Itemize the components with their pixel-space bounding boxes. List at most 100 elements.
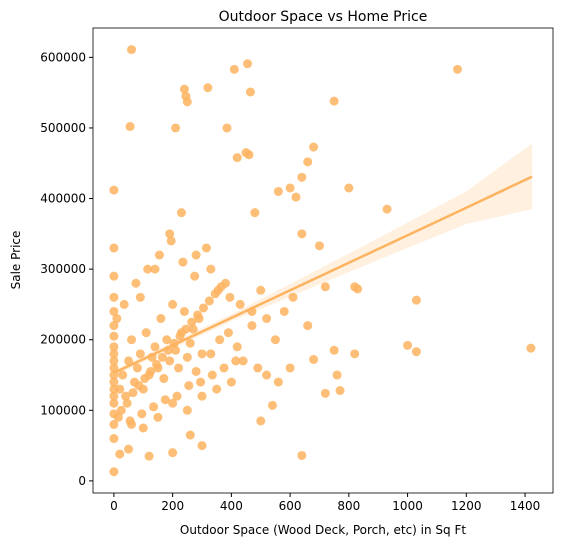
point xyxy=(121,391,131,401)
point xyxy=(297,229,307,239)
point xyxy=(197,349,207,359)
point xyxy=(285,363,295,373)
point xyxy=(179,306,189,316)
x-tick-label: 0 xyxy=(110,499,118,513)
point xyxy=(124,356,134,366)
point xyxy=(182,405,192,415)
point xyxy=(134,381,144,391)
point xyxy=(291,192,301,202)
point xyxy=(188,324,198,334)
point xyxy=(256,416,266,426)
point xyxy=(247,321,257,331)
point xyxy=(159,374,169,384)
regression-line xyxy=(113,175,533,375)
point xyxy=(166,236,176,246)
point xyxy=(182,97,192,107)
point xyxy=(146,366,156,376)
point xyxy=(140,374,150,384)
point xyxy=(344,183,354,193)
point xyxy=(176,208,186,218)
point xyxy=(116,405,126,415)
point xyxy=(212,384,222,394)
point xyxy=(250,208,260,218)
point xyxy=(156,314,166,324)
point xyxy=(452,64,462,74)
point xyxy=(150,264,160,274)
point xyxy=(143,264,153,274)
point xyxy=(201,243,211,253)
point xyxy=(253,363,263,373)
point xyxy=(335,386,345,396)
point xyxy=(127,45,137,55)
point xyxy=(262,370,272,380)
point xyxy=(115,449,125,459)
point xyxy=(154,250,164,260)
point xyxy=(353,284,363,294)
point xyxy=(285,183,295,193)
point xyxy=(411,347,421,357)
point xyxy=(231,356,241,366)
point xyxy=(160,395,170,405)
point xyxy=(178,257,188,267)
point xyxy=(329,96,339,106)
point xyxy=(206,264,216,274)
point xyxy=(411,295,421,305)
point xyxy=(182,352,192,362)
x-tick-label: 1000 xyxy=(392,499,423,513)
y-tick-label: 600000 xyxy=(40,50,86,64)
point xyxy=(135,349,145,359)
point xyxy=(235,299,245,309)
point xyxy=(190,271,200,281)
point xyxy=(109,434,119,444)
point xyxy=(206,349,216,359)
point xyxy=(303,157,313,167)
y-tick-label: 500000 xyxy=(40,121,86,135)
point xyxy=(245,87,255,97)
point xyxy=(112,314,122,324)
point xyxy=(197,441,207,451)
point xyxy=(203,83,213,93)
point xyxy=(193,310,203,320)
point xyxy=(297,172,307,182)
point xyxy=(138,423,148,433)
point xyxy=(244,150,254,160)
y-tick-label: 0 xyxy=(78,474,86,488)
point xyxy=(109,331,119,341)
point xyxy=(197,391,207,401)
point xyxy=(109,321,119,331)
point xyxy=(109,306,119,316)
point xyxy=(171,345,181,355)
point xyxy=(329,345,339,355)
point xyxy=(262,314,272,324)
point xyxy=(185,430,195,440)
point xyxy=(157,352,167,362)
point xyxy=(198,303,208,313)
point xyxy=(141,328,151,338)
point xyxy=(320,282,330,292)
point xyxy=(122,398,132,408)
point xyxy=(207,370,217,380)
point xyxy=(222,123,232,133)
point xyxy=(229,64,239,74)
point xyxy=(238,356,248,366)
point xyxy=(168,398,178,408)
point xyxy=(109,349,119,359)
point xyxy=(213,285,223,295)
point xyxy=(115,384,125,394)
point xyxy=(273,377,283,387)
point xyxy=(184,381,194,391)
point xyxy=(288,292,298,302)
point xyxy=(131,278,141,288)
point xyxy=(187,317,197,327)
point xyxy=(127,419,137,429)
point xyxy=(109,419,119,429)
point xyxy=(109,292,119,302)
point xyxy=(181,324,191,334)
confidence-band xyxy=(113,143,533,376)
point xyxy=(132,363,142,373)
point xyxy=(109,342,119,352)
point xyxy=(168,448,178,458)
y-axis-label: Sale Price xyxy=(9,231,23,290)
point xyxy=(309,142,319,152)
